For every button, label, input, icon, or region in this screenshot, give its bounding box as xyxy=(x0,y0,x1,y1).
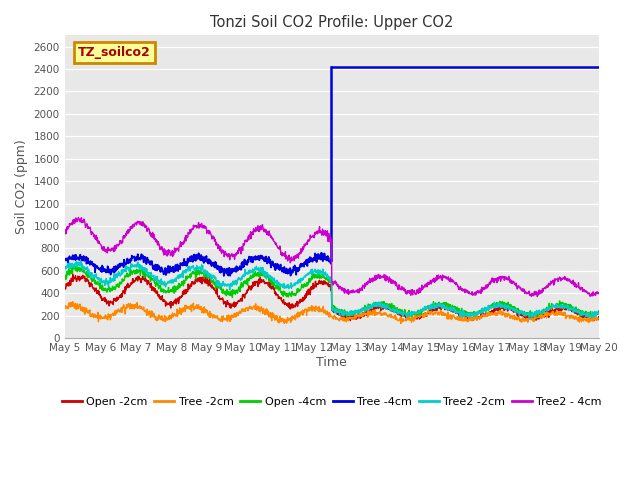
Open -4cm xyxy=(239,279,247,285)
Open -2cm xyxy=(595,314,602,320)
Open -4cm xyxy=(588,314,596,320)
Tree2 - 4cm xyxy=(415,290,422,296)
Open -2cm xyxy=(589,318,597,324)
Tree -4cm xyxy=(504,64,511,70)
Open -2cm xyxy=(69,272,77,277)
Tree -2cm xyxy=(167,313,175,319)
Tree2 - 4cm xyxy=(74,215,82,220)
Tree2 -2cm xyxy=(61,268,68,274)
Line: Open -2cm: Open -2cm xyxy=(65,275,598,321)
Tree -2cm xyxy=(595,316,602,322)
Open -4cm xyxy=(167,287,175,292)
Tree2 -2cm xyxy=(595,311,602,317)
Open -4cm xyxy=(180,277,188,283)
Open -4cm xyxy=(71,263,79,269)
Open -2cm xyxy=(415,314,422,320)
Tree2 - 4cm xyxy=(534,294,541,300)
Open -4cm xyxy=(484,308,492,313)
Tree2 -2cm xyxy=(167,280,175,286)
Tree -4cm xyxy=(495,64,503,70)
Tree -4cm xyxy=(333,64,340,70)
Open -4cm xyxy=(532,310,540,316)
Tree2 -2cm xyxy=(484,302,492,308)
Tree -4cm xyxy=(328,64,335,70)
Tree2 - 4cm xyxy=(180,239,188,244)
Tree -2cm xyxy=(415,314,423,320)
Open -2cm xyxy=(61,287,68,292)
Open -4cm xyxy=(61,276,68,282)
Tree2 - 4cm xyxy=(61,231,68,237)
Line: Tree -2cm: Tree -2cm xyxy=(65,302,598,324)
Open -4cm xyxy=(595,308,602,314)
Tree -2cm xyxy=(69,299,77,305)
Tree2 -2cm xyxy=(415,308,422,314)
Tree -2cm xyxy=(61,304,68,310)
Open -2cm xyxy=(532,316,540,322)
Open -2cm xyxy=(239,294,247,300)
Line: Tree2 -2cm: Tree2 -2cm xyxy=(65,261,598,319)
Tree2 -2cm xyxy=(180,269,188,275)
Open -2cm xyxy=(180,290,188,296)
Tree2 -2cm xyxy=(525,316,533,322)
Tree2 -2cm xyxy=(77,258,85,264)
Line: Open -4cm: Open -4cm xyxy=(65,266,598,317)
Tree2 - 4cm xyxy=(484,282,492,288)
Title: Tonzi Soil CO2 Profile: Upper CO2: Tonzi Soil CO2 Profile: Upper CO2 xyxy=(210,15,453,30)
Tree -2cm xyxy=(239,306,247,312)
Tree -2cm xyxy=(180,308,188,313)
Tree -4cm xyxy=(387,64,395,70)
Text: TZ_soilco2: TZ_soilco2 xyxy=(78,46,151,59)
Tree2 - 4cm xyxy=(532,292,540,298)
Tree -2cm xyxy=(397,321,404,326)
Tree -4cm xyxy=(595,64,602,70)
Open -4cm xyxy=(415,312,422,318)
Open -2cm xyxy=(484,310,492,316)
Tree2 - 4cm xyxy=(595,291,602,297)
Tree2 - 4cm xyxy=(167,253,175,259)
Tree -4cm xyxy=(360,64,368,70)
Open -2cm xyxy=(167,305,175,311)
Tree -2cm xyxy=(485,310,493,316)
Tree2 - 4cm xyxy=(239,240,247,246)
Tree -4cm xyxy=(401,64,409,70)
Y-axis label: Soil CO2 (ppm): Soil CO2 (ppm) xyxy=(15,139,28,234)
X-axis label: Time: Time xyxy=(316,356,347,369)
Tree2 -2cm xyxy=(532,309,540,314)
Line: Tree2 - 4cm: Tree2 - 4cm xyxy=(65,217,598,297)
Legend: Open -2cm, Tree -2cm, Open -4cm, Tree -4cm, Tree2 -2cm, Tree2 - 4cm: Open -2cm, Tree -2cm, Open -4cm, Tree -4… xyxy=(57,392,606,411)
Tree2 -2cm xyxy=(239,274,247,279)
Tree -2cm xyxy=(532,315,540,321)
